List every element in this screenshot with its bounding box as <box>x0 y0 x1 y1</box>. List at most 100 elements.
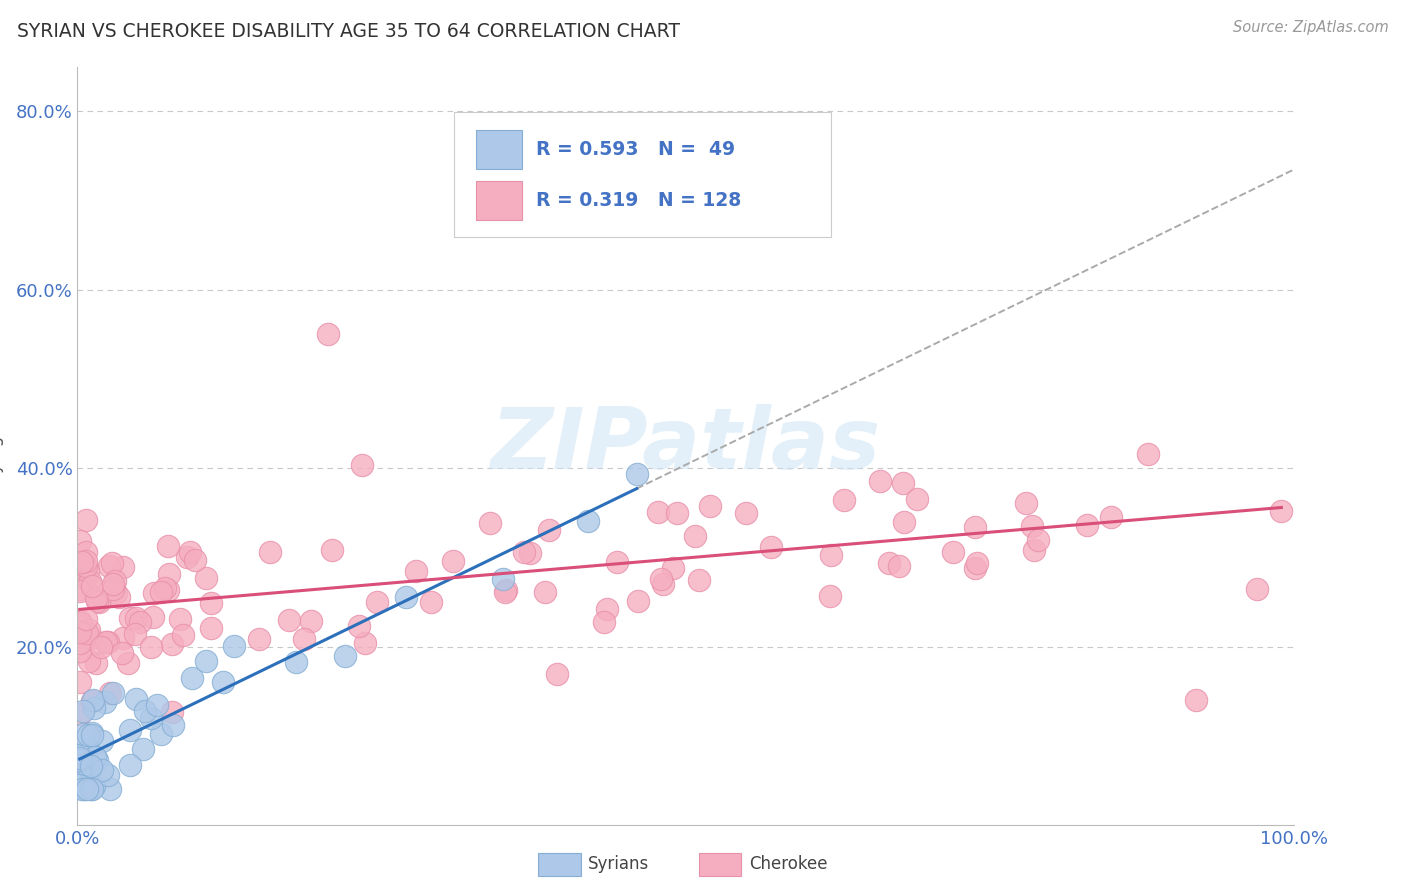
Point <box>285 655 308 669</box>
Point <box>69 636 91 650</box>
Point <box>160 706 183 720</box>
Point <box>79 782 101 797</box>
Point <box>75 612 97 626</box>
Point <box>1021 518 1043 533</box>
Point <box>333 649 356 664</box>
Point <box>83 701 105 715</box>
Point <box>72 704 94 718</box>
Point <box>1270 504 1292 518</box>
Point <box>82 693 104 707</box>
Point <box>94 634 117 648</box>
Point <box>69 582 91 597</box>
Point <box>75 571 97 585</box>
Point <box>352 458 374 473</box>
Point <box>942 545 965 559</box>
Point <box>820 549 842 563</box>
Point <box>82 726 104 740</box>
Point <box>72 782 94 797</box>
Point <box>627 593 650 607</box>
Point <box>100 782 122 797</box>
Point <box>79 763 101 777</box>
Point <box>86 753 108 767</box>
Point <box>101 556 124 570</box>
Point <box>879 556 901 570</box>
Point <box>592 615 614 630</box>
Point <box>893 516 915 530</box>
Y-axis label: Disability Age 35 to 64: Disability Age 35 to 64 <box>0 351 4 541</box>
Point <box>105 586 128 600</box>
Point <box>125 611 148 625</box>
Point <box>169 612 191 626</box>
Point <box>80 631 103 645</box>
Point <box>83 750 105 764</box>
Point <box>176 550 198 565</box>
Point <box>212 675 235 690</box>
Point <box>87 595 110 609</box>
Point <box>101 685 124 699</box>
FancyBboxPatch shape <box>454 112 831 237</box>
Point <box>69 616 91 631</box>
FancyBboxPatch shape <box>477 180 523 220</box>
Point <box>69 706 91 721</box>
Point <box>69 583 91 598</box>
Point <box>395 590 418 604</box>
Point <box>585 211 607 226</box>
FancyBboxPatch shape <box>477 130 523 169</box>
Point <box>97 768 120 782</box>
Point <box>97 559 120 574</box>
Point <box>891 476 914 491</box>
Point <box>405 564 427 578</box>
Point <box>157 567 180 582</box>
Point <box>73 631 96 645</box>
Point <box>69 748 91 763</box>
Point <box>347 619 370 633</box>
Point <box>142 610 165 624</box>
Point <box>419 595 441 609</box>
Point <box>75 545 97 559</box>
Point <box>1015 496 1038 510</box>
Point <box>699 500 721 514</box>
Point <box>1076 518 1098 533</box>
Point <box>626 467 648 481</box>
Point <box>69 614 91 628</box>
Point <box>118 723 141 738</box>
Point <box>77 563 100 577</box>
Point <box>117 657 139 671</box>
Point <box>688 574 710 588</box>
Point <box>132 741 155 756</box>
Point <box>76 729 98 743</box>
Point <box>537 523 560 537</box>
Point <box>194 655 217 669</box>
Point <box>103 582 125 597</box>
Point <box>111 560 134 574</box>
Point <box>519 546 541 560</box>
Point <box>124 627 146 641</box>
Point <box>1246 582 1268 596</box>
Point <box>75 513 97 527</box>
Point <box>160 637 183 651</box>
Point <box>651 577 673 591</box>
Point <box>118 757 141 772</box>
Point <box>108 590 131 604</box>
Point <box>80 694 103 708</box>
Text: Source: ZipAtlas.com: Source: ZipAtlas.com <box>1233 20 1389 35</box>
Text: R = 0.319   N = 128: R = 0.319 N = 128 <box>536 191 741 210</box>
Point <box>153 581 176 595</box>
Point <box>1099 510 1122 524</box>
Point <box>259 544 281 558</box>
Point <box>818 589 841 603</box>
Point <box>94 635 117 649</box>
Point <box>478 516 501 530</box>
Point <box>76 742 98 756</box>
Point <box>353 636 375 650</box>
Point <box>224 639 246 653</box>
Point <box>69 778 91 792</box>
Point <box>150 585 173 599</box>
Point <box>142 585 165 599</box>
Point <box>69 768 91 782</box>
Point <box>1185 693 1208 707</box>
Point <box>141 711 163 725</box>
Point <box>75 554 97 568</box>
Point <box>966 556 988 570</box>
Point <box>72 727 94 741</box>
